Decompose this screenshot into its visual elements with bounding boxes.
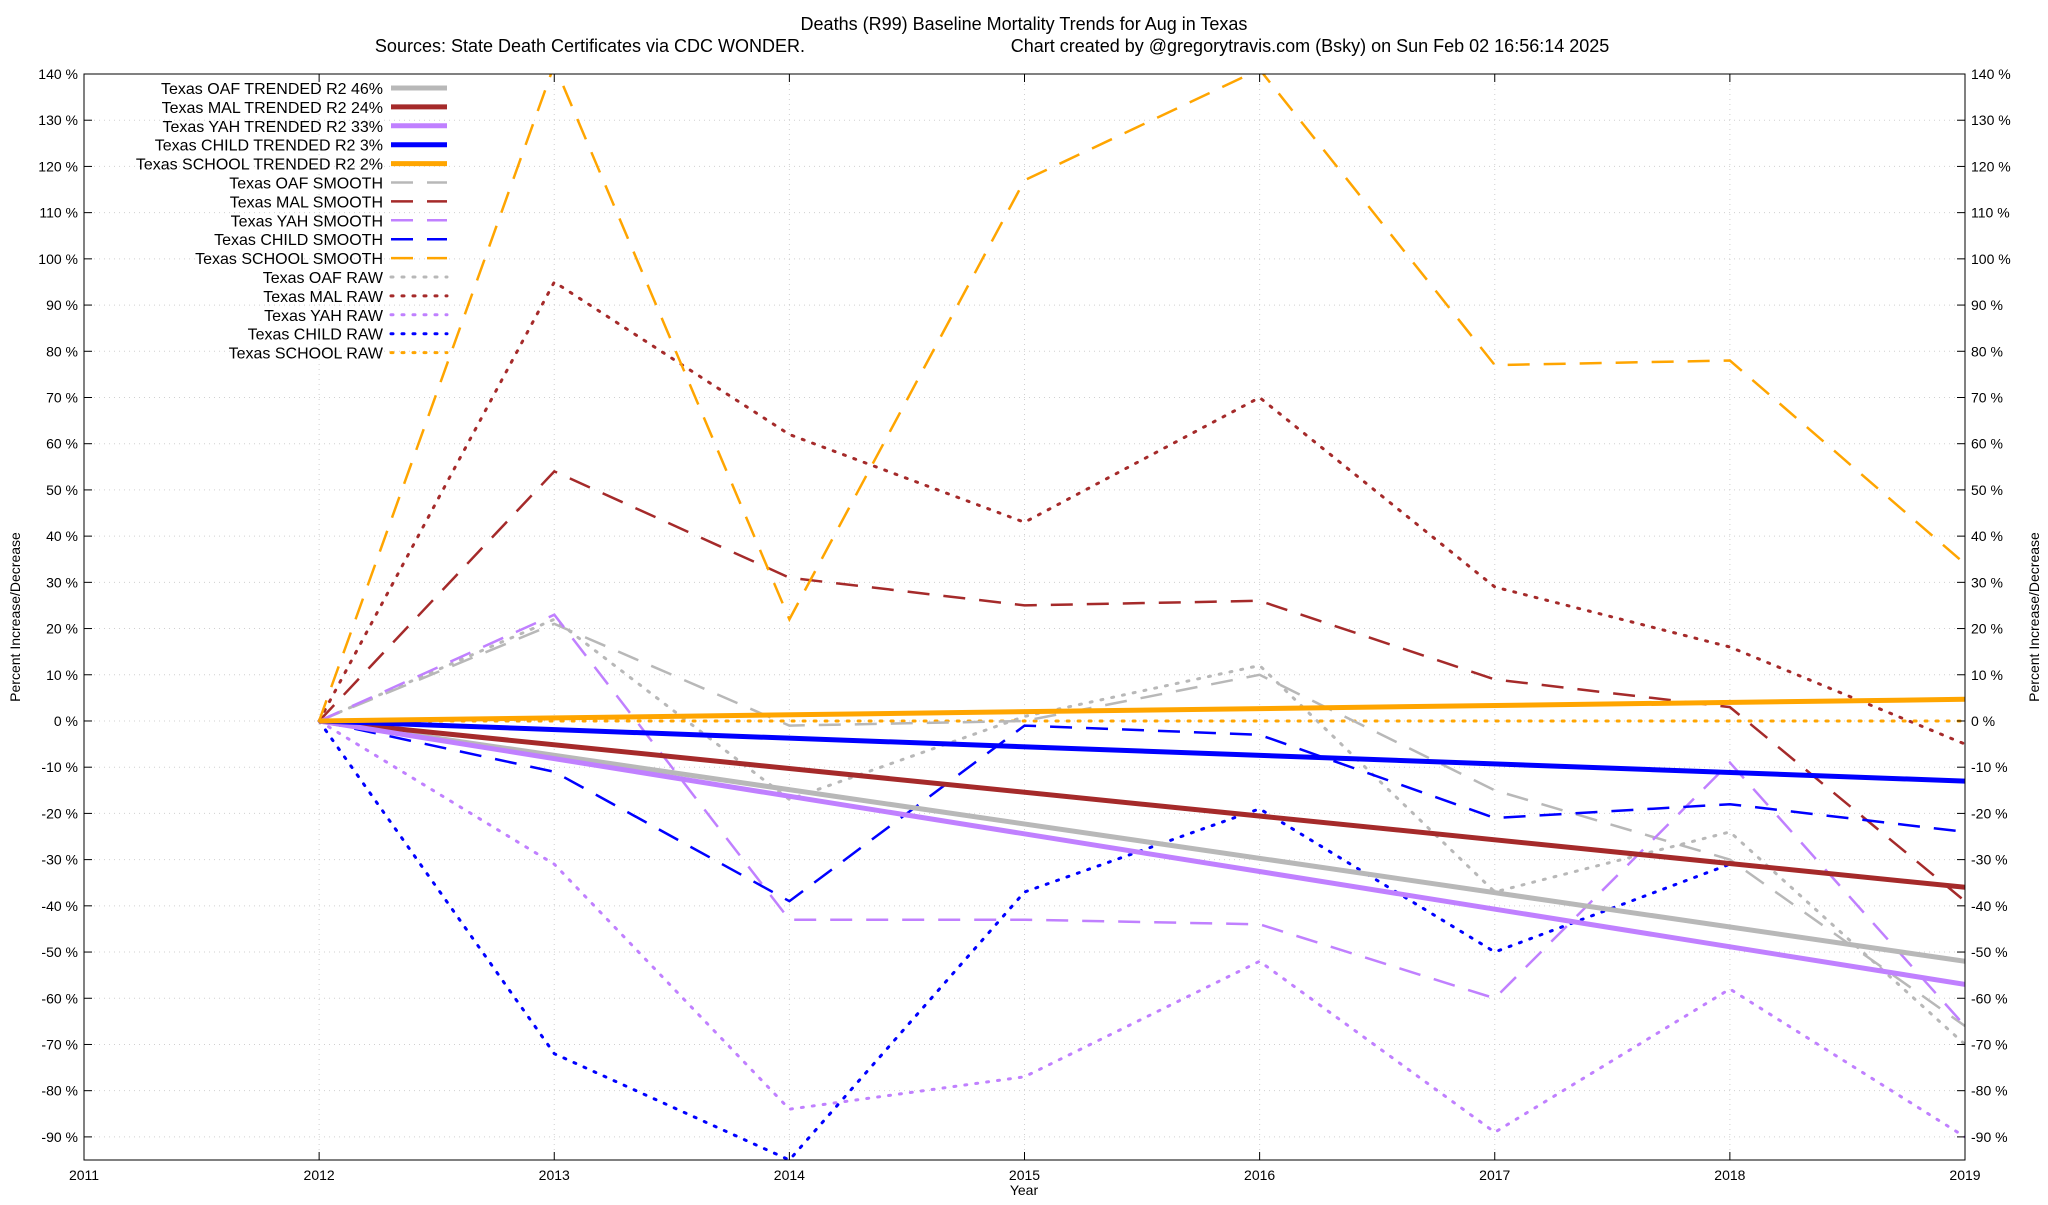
y-tick-label: 50 % [46, 482, 78, 498]
y-tick-label: -50 % [41, 944, 78, 960]
y2-tick-label: 0 % [1971, 713, 1995, 729]
y-tick-label: -60 % [41, 990, 78, 1006]
y-tick-label: 60 % [46, 436, 78, 452]
legend-label: Texas OAF SMOOTH [229, 176, 383, 193]
x-tick-label: 2017 [1479, 1167, 1510, 1183]
x-tick-label: 2013 [539, 1167, 570, 1183]
y2-tick-label: -80 % [1971, 1083, 2008, 1099]
y2-tick-label: 120 % [1971, 158, 2011, 174]
y-tick-label: 130 % [38, 112, 78, 128]
series-line-texas-yah-trended-r [318, 718, 1965, 987]
y-tick-label: -40 % [41, 898, 78, 914]
series-line-texas-child-trended-r [319, 718, 1965, 784]
x-tick-label: 2011 [69, 1167, 99, 1183]
y2-tick-label: 20 % [1971, 621, 2003, 637]
series-line-texas-school-trended-r [319, 696, 1965, 724]
legend-label: Texas YAH TRENDED R2 33% [162, 119, 383, 136]
y-tick-label: 10 % [46, 667, 78, 683]
y-tick-label: 40 % [46, 528, 78, 544]
y2-tick-label: -60 % [1971, 990, 2008, 1006]
y2-tick-label: 60 % [1971, 436, 2003, 452]
y-tick-label: 120 % [38, 158, 78, 174]
legend-label: Texas YAH SMOOTH [231, 213, 383, 230]
y-tick-label: -70 % [41, 1036, 78, 1052]
y2-tick-label: 140 % [1971, 66, 2011, 82]
legend-label: Texas OAF TRENDED R2 46% [161, 81, 383, 98]
y-tick-label: -20 % [41, 805, 78, 821]
y2-tick-label: 10 % [1971, 667, 2003, 683]
tick-layer: 140 % 140 % 130 % 130 % 120 % 120 % 110 % 110 %… [38, 66, 2010, 1183]
y2-tick-label: 30 % [1971, 574, 2003, 590]
y-tick-label: 100 % [38, 251, 78, 267]
y2-tick-label: -40 % [1971, 898, 2008, 914]
y-tick-label: 140 % [38, 66, 78, 82]
y2-tick-label: 110 % [1971, 205, 2010, 221]
series-line-texas-child-smooth [318, 719, 1965, 903]
legend-label: Texas MAL RAW [263, 289, 384, 306]
x-axis-label: Year [1010, 1182, 1039, 1198]
y-tick-label: -30 % [41, 852, 78, 868]
y2-tick-label: 100 % [1971, 251, 2011, 267]
x-tick-label: 2019 [1949, 1167, 1980, 1183]
y-axis-label: Percent Increase/Decrease [7, 532, 23, 702]
series-line-texas-oaf-trended-r [318, 718, 1965, 964]
y2-tick-label: -70 % [1971, 1036, 2008, 1052]
legend-label: Texas SCHOOL SMOOTH [195, 251, 383, 268]
y2-tick-label: 90 % [1971, 297, 2003, 313]
chart-subtitle-credit: Chart created by @gregorytravis.com (Bsk… [1011, 36, 1610, 56]
chart-subtitle-source: Sources: State Death Certificates via CD… [375, 36, 805, 56]
legend-label: Texas CHILD TRENDED R2 3% [155, 138, 383, 155]
series-line-texas-child-raw [317, 719, 1965, 1160]
legend-label: Texas MAL SMOOTH [230, 194, 383, 211]
y2-tick-label: 50 % [1971, 482, 2003, 498]
y-tick-label: 70 % [46, 389, 78, 405]
x-tick-label: 2012 [304, 1167, 335, 1183]
y-tick-label: -10 % [41, 759, 78, 775]
series-line-texas-yah-smooth [318, 613, 1965, 1027]
y2-tick-label: 40 % [1971, 528, 2003, 544]
y-tick-label: -90 % [41, 1129, 78, 1145]
y2-tick-label: -30 % [1971, 852, 2008, 868]
x-tick-label: 2018 [1714, 1167, 1745, 1183]
y-tick-label: 30 % [46, 574, 78, 590]
series-line-texas-oaf-raw [317, 617, 1965, 1046]
series-line-texas-school-smooth [317, 74, 1965, 722]
y-tick-label: 0 % [54, 713, 78, 729]
legend-label: Texas MAL TRENDED R2 24% [162, 100, 383, 117]
y2-tick-label: 70 % [1971, 389, 2003, 405]
y-tick-label: 20 % [46, 621, 78, 637]
y2-tick-label: -20 % [1971, 805, 2008, 821]
y-tick-label: 80 % [46, 343, 78, 359]
series-layer [317, 74, 1965, 1160]
y2-tick-label: 130 % [1971, 112, 2011, 128]
legend-label: Texas SCHOOL TRENDED R2 2% [136, 157, 383, 174]
y2-tick-label: 80 % [1971, 343, 2003, 359]
legend-label: Texas SCHOOL RAW [229, 346, 384, 363]
y-tick-label: 90 % [46, 297, 78, 313]
legend-label: Texas YAH RAW [264, 308, 384, 325]
y-tick-label: -80 % [41, 1083, 78, 1099]
series-line-texas-mal-smooth [318, 469, 1965, 903]
series-line-texas-oaf-smooth [318, 622, 1965, 1028]
y2-axis-label: Percent Increase/Decrease [2026, 532, 2042, 702]
x-tick-label: 2014 [774, 1167, 805, 1183]
y2-tick-label: -50 % [1971, 944, 2008, 960]
series-line-texas-yah-raw [317, 719, 1965, 1139]
x-tick-label: 2016 [1244, 1167, 1275, 1183]
y-tick-label: 110 % [39, 205, 78, 221]
series-line-texas-mal-trended-r [318, 718, 1965, 890]
y2-tick-label: -10 % [1971, 759, 2008, 775]
legend-label: Texas CHILD SMOOTH [214, 232, 383, 249]
legend-label: Texas CHILD RAW [248, 327, 384, 344]
legend: Texas OAF TRENDED R2 46% Texas MAL TRENDE… [136, 81, 449, 363]
x-tick-label: 2015 [1009, 1167, 1040, 1183]
series-line-texas-mal-raw [317, 279, 1965, 746]
legend-label: Texas OAF RAW [263, 270, 384, 287]
y2-tick-label: -90 % [1971, 1129, 2008, 1145]
chart-title: Deaths (R99) Baseline Mortality Trends f… [801, 14, 1248, 34]
